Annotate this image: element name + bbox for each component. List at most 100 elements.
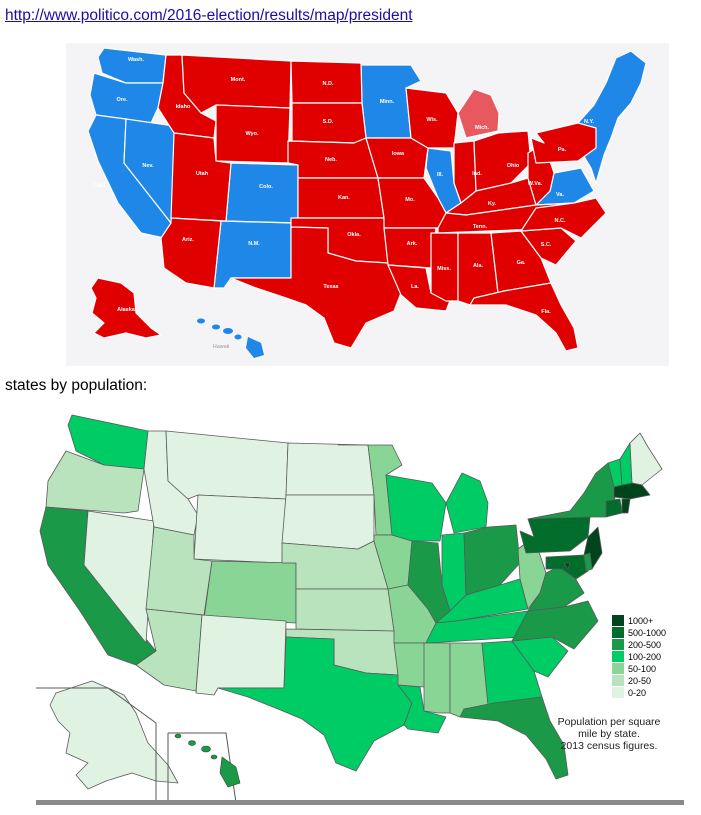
label-nc: N.C. <box>555 218 566 224</box>
density-north-dakota <box>285 442 375 496</box>
density-wisconsin <box>385 474 447 542</box>
density-nebraska <box>281 540 389 590</box>
label-wis: Wis. <box>426 117 438 123</box>
label-alaska: Alaska <box>117 307 136 313</box>
state-arkansas <box>383 227 437 269</box>
label-minn: Minn. <box>380 99 395 105</box>
state-louisiana <box>387 264 452 312</box>
population-density-map: 1000+ 500-1000 200-500 100-200 50-100 20… <box>36 403 684 805</box>
label-mont: Mont. <box>231 77 246 83</box>
legend-label-50-100: 50-100 <box>628 664 656 674</box>
caption-line-2: mile by state. <box>578 728 640 740</box>
state-oregon <box>89 72 164 124</box>
label-utah: Utah <box>196 171 209 177</box>
density-florida <box>459 696 569 780</box>
label-nev: Nev. <box>142 163 154 169</box>
density-oregon <box>45 450 145 514</box>
density-new-mexico <box>195 614 287 696</box>
label-nd: N.D. <box>323 81 334 87</box>
legend-swatch-100-200 <box>612 651 624 662</box>
label-sd: S.D. <box>323 119 334 125</box>
density-kansas <box>295 588 395 632</box>
legend-label-0-20: 0-20 <box>628 688 646 698</box>
label-calif: Calif. <box>93 183 107 189</box>
legend-swatch-50-100 <box>612 663 624 674</box>
state-colorado <box>225 162 299 224</box>
density-dc <box>563 562 571 570</box>
label-va: Va. <box>556 192 564 198</box>
label-wva: W.Va. <box>528 181 543 187</box>
label-texas: Texas <box>323 284 338 290</box>
state-michigan <box>457 88 500 139</box>
label-nm: N.M. <box>248 241 260 247</box>
density-north-carolina <box>511 600 599 650</box>
state-north-carolina <box>520 197 607 239</box>
label-ny: N.Y. <box>584 119 595 125</box>
state-florida <box>469 282 579 352</box>
state-pennsylvania <box>530 122 597 164</box>
label-okla: Okla. <box>347 232 361 238</box>
density-arkansas <box>393 642 429 688</box>
legend-swatch-0-20 <box>612 687 624 698</box>
legend-label-20-50: 20-50 <box>628 676 651 686</box>
label-ariz: Ariz. <box>182 237 194 243</box>
density-colorado <box>203 560 297 624</box>
density-texas <box>217 636 413 772</box>
state-northeast <box>535 50 647 184</box>
label-pa: Pa. <box>558 147 567 153</box>
label-wash: Wash. <box>128 57 144 63</box>
label-kan: Kan. <box>338 195 350 201</box>
density-montana <box>165 430 289 500</box>
density-rhode-island <box>621 498 631 514</box>
legend-swatch-200-500 <box>612 639 624 650</box>
state-alaska <box>90 277 162 339</box>
alaska-inset-border <box>36 687 157 805</box>
label-ohio: Ohio <box>507 163 520 169</box>
state-arizona <box>160 217 222 289</box>
label-ark: Ark. <box>407 241 418 247</box>
label-ky: Ky. <box>488 201 497 207</box>
label-ore: Ore. <box>116 97 127 103</box>
state-iowa <box>365 137 429 179</box>
density-massachusetts <box>613 482 651 500</box>
politico-results-link[interactable]: http://www.politico.com/2016-election/re… <box>5 7 413 24</box>
legend-label-200-500: 200-500 <box>628 640 661 650</box>
density-wyoming <box>193 494 287 564</box>
label-tenn: Tenn. <box>473 224 488 230</box>
population-heading: states by population: <box>5 377 148 394</box>
density-delaware <box>583 552 593 572</box>
density-alaska <box>49 680 179 790</box>
state-mississippi <box>430 232 459 302</box>
label-idaho: Idaho <box>176 104 191 110</box>
label-hawaii: Hawaii <box>213 344 230 350</box>
label-miss: Miss. <box>437 266 451 272</box>
legend-label-100-200: 100-200 <box>628 652 661 662</box>
legend-swatch-1000plus <box>612 615 624 626</box>
label-fla: Fla. <box>541 309 551 315</box>
map-bottom-bar <box>36 800 684 805</box>
label-la: La. <box>411 284 419 290</box>
label-mich: Mich. <box>475 125 490 131</box>
label-ind: Ind. <box>472 171 482 177</box>
label-colo: Colo. <box>259 184 273 190</box>
hawaii-islands <box>197 318 264 358</box>
label-neb: Neb. <box>325 157 337 163</box>
legend-swatch-20-50 <box>612 675 624 686</box>
label-ga: Ga. <box>517 260 526 266</box>
density-louisiana <box>397 684 447 734</box>
election-results-map: Wash. Ore. Calif. Nev. Idaho Mont. Wyo. … <box>66 43 669 366</box>
caption-line-1: Population per square <box>558 716 661 728</box>
caption-line-3: 2013 census figures. <box>561 740 658 752</box>
density-michigan <box>445 472 489 534</box>
density-south-dakota <box>281 494 375 550</box>
label-wyo: Wyo. <box>245 131 259 137</box>
state-montana <box>181 54 292 114</box>
density-mississippi <box>423 642 451 714</box>
label-ill: Ill. <box>437 172 444 178</box>
label-ala: Ala. <box>473 263 484 269</box>
legend-label-1000plus: 1000+ <box>628 616 653 626</box>
label-mo: Mo. <box>405 197 415 203</box>
state-texas <box>230 226 402 349</box>
density-hawaii <box>174 733 241 788</box>
density-nevada <box>83 510 155 644</box>
